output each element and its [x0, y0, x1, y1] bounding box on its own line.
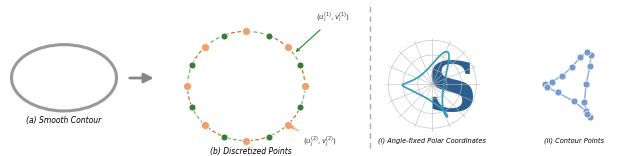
Text: (i) Angle-fixed Polar Coordinates: (i) Angle-fixed Polar Coordinates — [378, 137, 486, 144]
Text: (a) Smooth Contour: (a) Smooth Contour — [26, 116, 102, 125]
Text: $(u_j^{(2)}, v_j^{(2)})$: $(u_j^{(2)}, v_j^{(2)})$ — [291, 127, 337, 150]
Text: (b) Discretized Points: (b) Discretized Points — [210, 147, 292, 156]
Text: S: S — [426, 58, 476, 125]
Text: (ii) Contour Points: (ii) Contour Points — [545, 137, 604, 144]
Text: $(u_i^{(1)}, v_i^{(1)})$: $(u_i^{(1)}, v_i^{(1)})$ — [296, 11, 350, 51]
